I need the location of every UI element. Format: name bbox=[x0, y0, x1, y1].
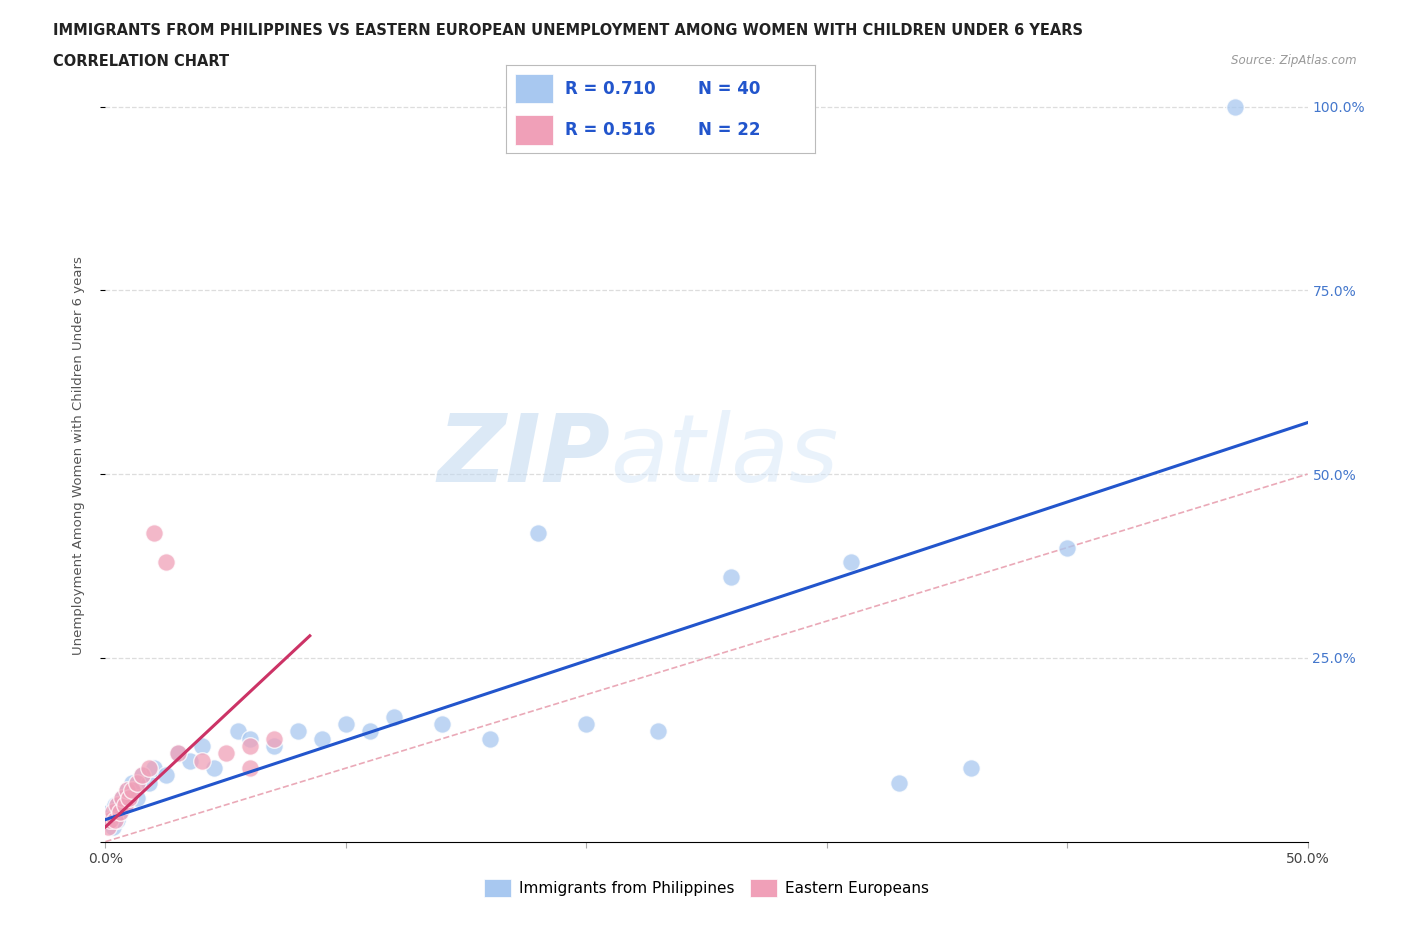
Text: N = 40: N = 40 bbox=[697, 79, 761, 98]
Point bbox=[121, 776, 143, 790]
Point bbox=[226, 724, 249, 738]
Point bbox=[131, 768, 153, 783]
Point bbox=[97, 812, 120, 827]
Point bbox=[142, 761, 165, 776]
Bar bbox=[516, 115, 553, 145]
Point bbox=[121, 783, 143, 798]
Legend: Immigrants from Philippines, Eastern Europeans: Immigrants from Philippines, Eastern Eur… bbox=[478, 872, 935, 903]
Point bbox=[107, 812, 129, 827]
Point bbox=[335, 717, 357, 732]
Point bbox=[115, 783, 138, 798]
Point bbox=[287, 724, 309, 738]
Point bbox=[107, 797, 129, 812]
Point bbox=[125, 790, 148, 805]
Point bbox=[108, 804, 131, 819]
Text: N = 22: N = 22 bbox=[697, 121, 761, 140]
Point bbox=[142, 525, 165, 540]
Text: IMMIGRANTS FROM PHILIPPINES VS EASTERN EUROPEAN UNEMPLOYMENT AMONG WOMEN WITH CH: IMMIGRANTS FROM PHILIPPINES VS EASTERN E… bbox=[53, 23, 1084, 38]
Point bbox=[118, 790, 141, 805]
Point bbox=[359, 724, 381, 738]
Point bbox=[98, 812, 121, 827]
Point bbox=[101, 804, 124, 819]
Point bbox=[104, 797, 127, 812]
Point bbox=[190, 738, 212, 753]
Point bbox=[239, 731, 262, 746]
Point bbox=[166, 746, 188, 761]
Point bbox=[131, 768, 153, 783]
Point bbox=[720, 569, 742, 584]
Point bbox=[111, 790, 134, 805]
Point bbox=[111, 790, 134, 805]
Point bbox=[108, 804, 131, 819]
Point bbox=[647, 724, 669, 738]
Point bbox=[960, 761, 983, 776]
Point bbox=[114, 797, 136, 812]
Point bbox=[101, 819, 124, 834]
Point bbox=[104, 812, 127, 827]
Text: atlas: atlas bbox=[610, 410, 838, 501]
Point bbox=[179, 753, 201, 768]
Point bbox=[1225, 100, 1247, 114]
Point bbox=[124, 783, 146, 798]
Point bbox=[98, 804, 121, 819]
Y-axis label: Unemployment Among Women with Children Under 6 years: Unemployment Among Women with Children U… bbox=[72, 257, 84, 655]
Point bbox=[430, 717, 453, 732]
Point bbox=[527, 525, 550, 540]
Point bbox=[214, 746, 236, 761]
Point bbox=[887, 776, 910, 790]
Point bbox=[311, 731, 333, 746]
Point bbox=[239, 761, 262, 776]
Point bbox=[138, 776, 160, 790]
Text: Source: ZipAtlas.com: Source: ZipAtlas.com bbox=[1232, 54, 1357, 67]
Point bbox=[263, 731, 285, 746]
Point bbox=[190, 753, 212, 768]
Point bbox=[202, 761, 225, 776]
Point bbox=[263, 738, 285, 753]
Point bbox=[575, 717, 598, 732]
Point bbox=[239, 738, 262, 753]
Point bbox=[114, 797, 136, 812]
Point bbox=[382, 710, 405, 724]
Point bbox=[138, 761, 160, 776]
Text: ZIP: ZIP bbox=[437, 410, 610, 501]
Point bbox=[97, 819, 120, 834]
Point bbox=[155, 555, 177, 570]
Point bbox=[118, 790, 141, 805]
Point bbox=[125, 776, 148, 790]
Point bbox=[155, 768, 177, 783]
Point bbox=[1056, 540, 1078, 555]
Point bbox=[839, 555, 862, 570]
Text: R = 0.516: R = 0.516 bbox=[565, 121, 655, 140]
Text: R = 0.710: R = 0.710 bbox=[565, 79, 655, 98]
Point bbox=[479, 731, 502, 746]
Text: CORRELATION CHART: CORRELATION CHART bbox=[53, 54, 229, 69]
Bar bbox=[516, 74, 553, 103]
Point bbox=[115, 783, 138, 798]
Point bbox=[166, 746, 188, 761]
